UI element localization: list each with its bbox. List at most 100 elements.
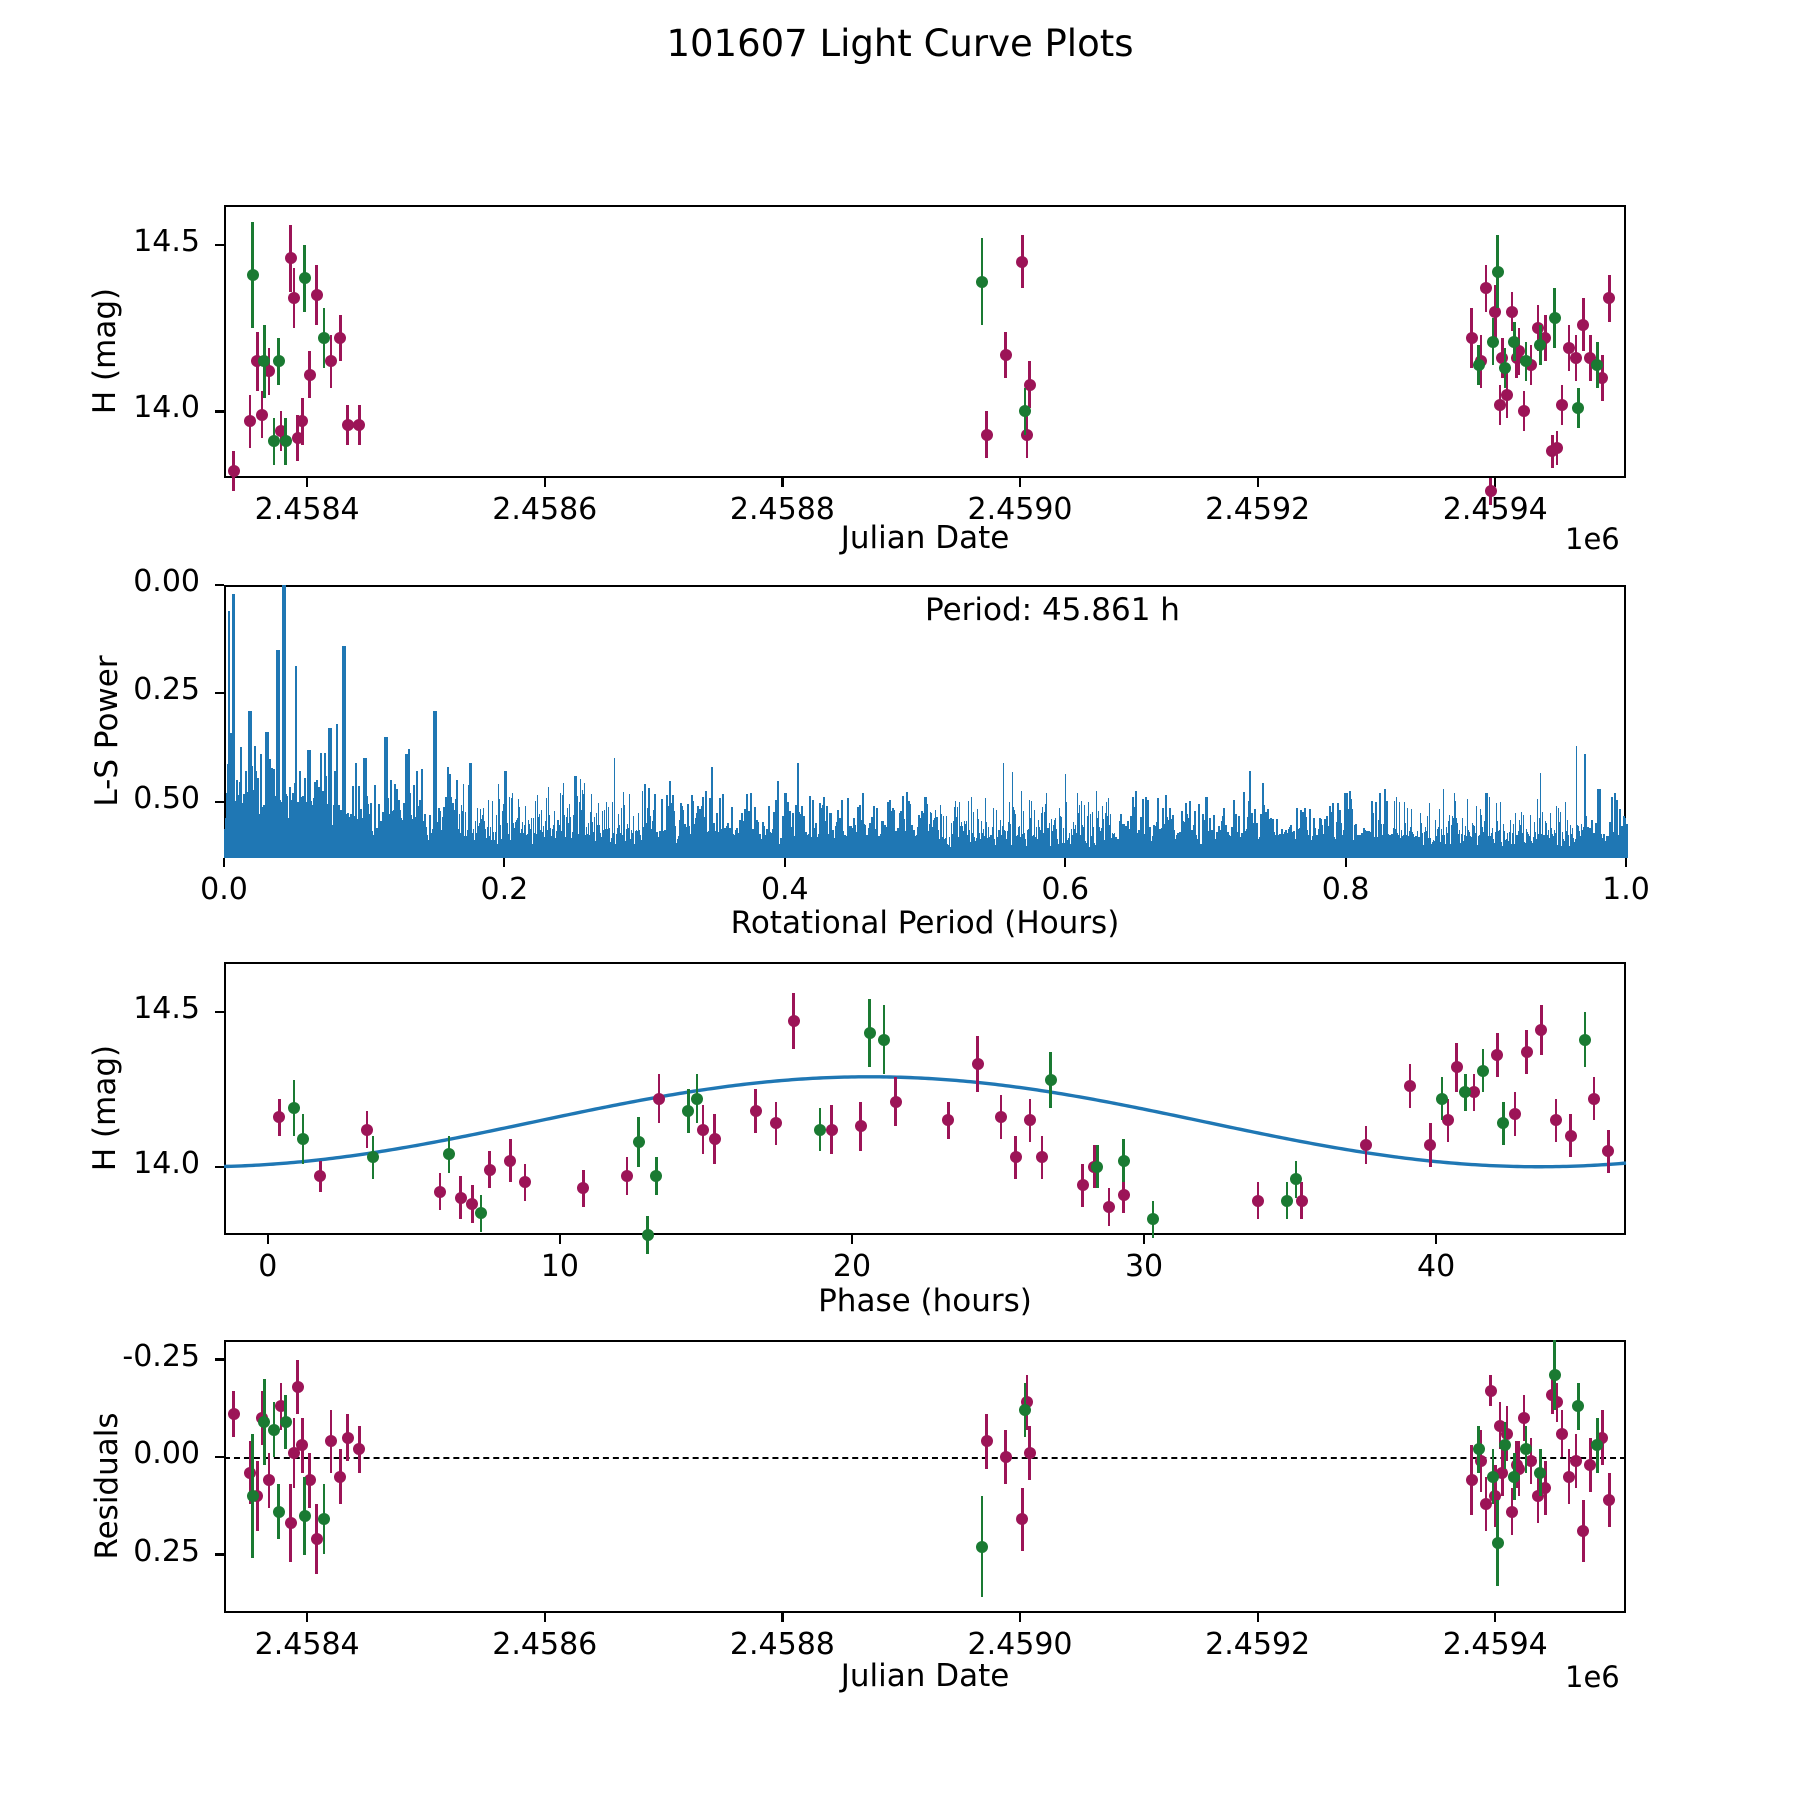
periodogram-bar [1438, 809, 1441, 858]
periodogram-bar [497, 784, 500, 858]
panel1-data-point [1494, 398, 1507, 411]
periodogram-bar [319, 819, 321, 858]
panel2-xtick-mark [222, 858, 226, 867]
periodogram-bar [1006, 830, 1009, 858]
panel2-xtick-label: 0.0 [200, 872, 248, 907]
periodogram-bar [1551, 833, 1554, 858]
periodogram-bar [1300, 809, 1302, 858]
periodogram-bar [285, 793, 287, 858]
periodogram-bar [1355, 824, 1357, 858]
periodogram-bar [313, 798, 315, 858]
periodogram-bar [1592, 832, 1595, 858]
periodogram-bar [1022, 810, 1025, 858]
periodogram-bar [915, 845, 918, 858]
periodogram-bar [507, 833, 510, 858]
periodogram-bar [263, 805, 265, 858]
panel3-data-point [641, 1229, 654, 1241]
periodogram-bar [1281, 829, 1283, 858]
periodogram-bar [510, 798, 513, 858]
periodogram-bar [1178, 833, 1180, 858]
panel1-data-point [1465, 332, 1478, 345]
periodogram-bar [597, 802, 600, 858]
periodogram-bar [1400, 830, 1403, 858]
periodogram-bar [1429, 838, 1432, 858]
panel3-data-point [1450, 1061, 1463, 1074]
periodogram-bar [610, 837, 613, 858]
periodogram-bar [969, 841, 972, 858]
periodogram-bar [326, 804, 328, 858]
periodogram-bar [350, 814, 352, 858]
periodogram-bar [353, 816, 355, 858]
periodogram-bar [466, 829, 469, 858]
periodogram-bar [1345, 793, 1347, 858]
periodogram-bar [1529, 814, 1532, 858]
periodogram-bar [702, 796, 704, 858]
figure-title: 101607 Light Curve Plots [666, 22, 1134, 65]
periodogram-bar [1562, 839, 1565, 858]
periodogram-bar [356, 827, 358, 858]
periodogram-bar [283, 585, 285, 858]
periodogram-bar [1304, 807, 1306, 858]
periodogram-bar [328, 728, 330, 858]
periodogram-bar [252, 812, 254, 858]
periodogram-bar [1431, 842, 1434, 858]
periodogram-bar [1154, 846, 1157, 858]
periodogram-bar [726, 826, 728, 858]
periodogram-bar [669, 833, 672, 858]
panel3-data-point [1360, 1139, 1373, 1152]
periodogram-bar [1212, 843, 1214, 858]
periodogram-bar [462, 783, 465, 858]
periodogram-bar [1046, 828, 1049, 858]
periodogram-bar [973, 837, 976, 858]
periodogram-bar [1576, 824, 1579, 858]
periodogram-bar [1448, 814, 1451, 858]
periodogram-bar [1390, 835, 1393, 858]
periodogram-bar [658, 830, 661, 858]
periodogram-bar [1003, 830, 1006, 858]
panel4-data-point [263, 1474, 276, 1487]
periodogram-bar [946, 843, 949, 858]
panel2-ytick-label: 0.25 [133, 672, 200, 708]
periodogram-bar [465, 836, 468, 858]
periodogram-bar [703, 826, 705, 858]
periodogram-bar [590, 794, 593, 858]
periodogram-bar [1086, 815, 1089, 858]
periodogram-bar [1077, 812, 1080, 858]
periodogram-bar [976, 809, 979, 858]
periodogram-bar [567, 823, 570, 858]
periodogram-bar [1156, 798, 1159, 858]
periodogram-bar [1330, 812, 1332, 858]
periodogram-bar [1570, 834, 1573, 858]
periodogram-bar [794, 835, 796, 858]
panel4-data-point [288, 1447, 301, 1460]
panel3-data-point [1035, 1151, 1048, 1164]
periodogram-bar [292, 792, 294, 858]
periodogram-bar [1493, 843, 1496, 858]
periodogram-bar [1066, 840, 1069, 858]
periodogram-bar [826, 805, 828, 858]
periodogram-bar [842, 831, 844, 858]
periodogram-bar [785, 793, 787, 858]
periodogram-bar [513, 827, 516, 858]
panel1-data-point [1491, 265, 1504, 278]
periodogram-bar [1055, 828, 1058, 858]
periodogram-bar [1443, 834, 1446, 858]
periodogram-bar [1596, 788, 1599, 858]
panel3-data-point [504, 1154, 517, 1167]
periodogram-bar [1231, 826, 1233, 858]
periodogram-bar [774, 819, 776, 858]
periodogram-bar [1113, 832, 1116, 858]
panel1-data-point [279, 435, 292, 448]
periodogram-bar [1106, 816, 1109, 858]
panel4-xtick-label: 2.4584 [254, 1627, 360, 1662]
periodogram-bar [469, 762, 472, 858]
periodogram-bar [1230, 838, 1232, 858]
periodogram-bar [614, 843, 617, 858]
panel4-x-offset-label: 1e6 [1565, 1660, 1620, 1694]
periodogram-bar [1274, 835, 1276, 858]
periodogram-bar [359, 831, 361, 858]
periodogram-bar [778, 844, 780, 858]
periodogram-bar [804, 841, 806, 858]
periodogram-bar [1104, 812, 1107, 858]
periodogram-bar [1176, 834, 1178, 858]
